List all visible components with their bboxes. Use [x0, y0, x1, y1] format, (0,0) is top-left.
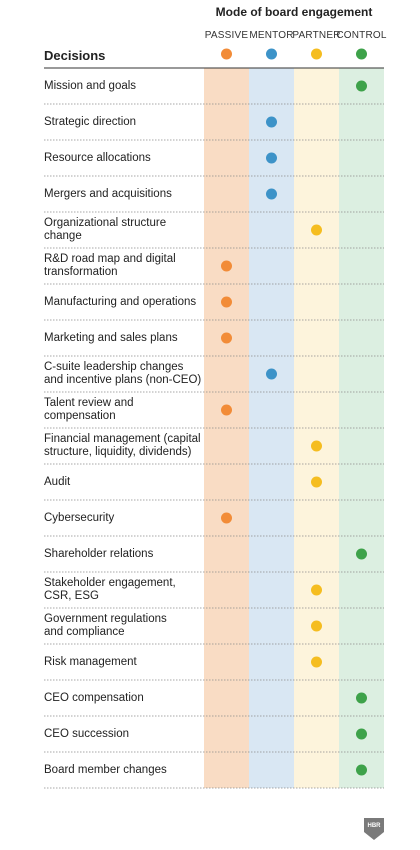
legend-dot-mentor — [266, 48, 277, 60]
row-label-text: Talent review and compensation — [44, 397, 134, 422]
row-label-text: Cybersecurity — [44, 511, 115, 524]
data-point — [266, 368, 277, 380]
row-label: CEO compensation — [44, 680, 204, 716]
data-point — [266, 116, 277, 128]
data-point — [356, 548, 367, 560]
row-label: Stakeholder engagement, CSR, ESG — [44, 572, 204, 608]
data-point — [311, 620, 322, 632]
column-band-control — [339, 68, 384, 788]
row-label: Organizational structure change — [44, 212, 204, 248]
hbr-logo-icon: HBR — [364, 818, 384, 840]
row-label-text: CEO compensation — [44, 691, 144, 704]
data-point — [221, 296, 232, 308]
row-label: Cybersecurity — [44, 500, 204, 536]
row-label: Risk management — [44, 644, 204, 680]
data-point — [311, 224, 322, 236]
row-label: Board member changes — [44, 752, 204, 788]
data-point — [356, 80, 367, 92]
column-label-partner: PARTNER — [292, 30, 341, 41]
data-point — [221, 404, 232, 416]
row-label-text: Marketing and sales plans — [44, 331, 178, 344]
row-label: Marketing and sales plans — [44, 320, 204, 356]
row-label-text: CEO succession — [44, 727, 130, 740]
row-label-text: Organizational structure change — [44, 217, 167, 242]
data-point — [311, 440, 322, 452]
row-label-text: Strategic direction — [44, 115, 137, 128]
chart-title: Mode of board engagement — [215, 5, 373, 19]
row-label: Talent review and compensation — [44, 392, 204, 428]
row-label: Resource allocations — [44, 140, 204, 176]
row-label-text: Mergers and acquisitions — [44, 187, 172, 200]
data-point — [356, 692, 367, 704]
data-point — [356, 728, 367, 740]
row-label: R&D road map and digital transformation — [44, 248, 204, 284]
row-label: Shareholder relations — [44, 536, 204, 572]
data-point — [311, 656, 322, 668]
column-label-passive: PASSIVE — [204, 30, 249, 41]
decisions-header: Decisions — [44, 48, 106, 63]
column-label-mentor: MENTOR — [249, 30, 294, 41]
row-label-text: Board member changes — [44, 763, 167, 776]
row-label-text: Manufacturing and operations — [44, 295, 197, 308]
data-point — [356, 764, 367, 776]
column-band-partner — [294, 68, 339, 788]
row-label-text: Resource allocations — [44, 151, 151, 164]
data-point — [311, 476, 322, 488]
data-point — [221, 512, 232, 524]
row-label-text: Mission and goals — [44, 79, 137, 92]
data-point — [221, 260, 232, 272]
row-label-text: Government regulations and compliance — [44, 613, 167, 638]
column-band-passive — [204, 68, 249, 788]
legend-dot-control — [356, 48, 367, 60]
data-point — [311, 584, 322, 596]
row-label-text: Audit — [44, 475, 71, 488]
row-label-text: Shareholder relations — [44, 547, 154, 560]
row-label: Audit — [44, 464, 204, 500]
row-label: Government regulations and compliance — [44, 608, 204, 644]
data-point — [221, 332, 232, 344]
row-label: Strategic direction — [44, 104, 204, 140]
row-label: C-suite leadership changes and incentive… — [44, 356, 204, 392]
row-label-text: C-suite leadership changes and incentive… — [44, 361, 202, 386]
row-label: Manufacturing and operations — [44, 284, 204, 320]
row-label: Mission and goals — [44, 68, 204, 104]
data-point — [266, 152, 277, 164]
column-label-control: CONTROL — [336, 30, 387, 41]
row-label-text: Stakeholder engagement, CSR, ESG — [44, 577, 176, 602]
row-label: Mergers and acquisitions — [44, 176, 204, 212]
column-band-mentor — [249, 68, 294, 788]
row-label-text: Risk management — [44, 655, 137, 668]
row-label-text: Financial management (capital structure,… — [44, 433, 201, 458]
row-label: CEO succession — [44, 716, 204, 752]
row-label: Financial management (capital structure,… — [44, 428, 204, 464]
data-point — [266, 188, 277, 200]
legend-dot-partner — [311, 48, 322, 60]
row-label-text: R&D road map and digital transformation — [44, 253, 176, 278]
svg-text:HBR: HBR — [368, 823, 382, 829]
legend-dot-passive — [221, 48, 232, 60]
